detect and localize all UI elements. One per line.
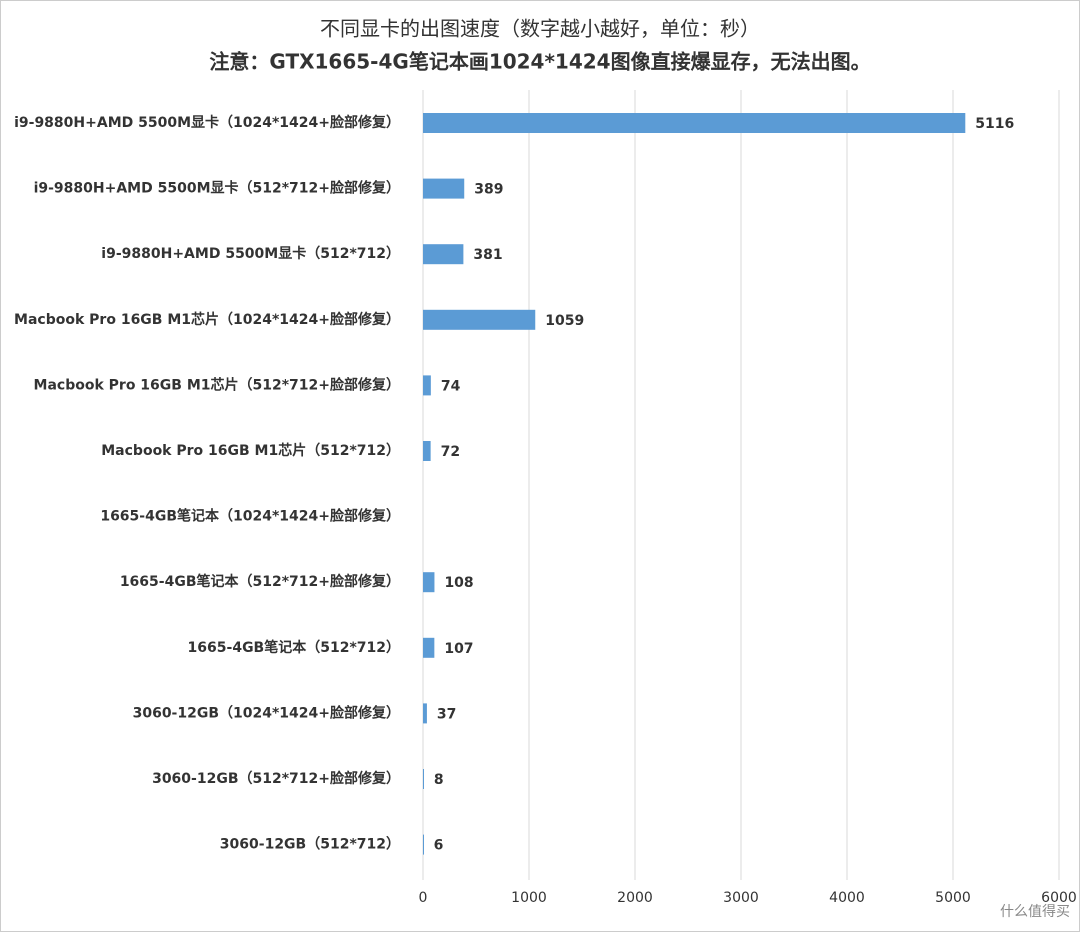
bar [423, 572, 435, 593]
y-tick-label: Macbook Pro 16GB M1芯片（512*712+脸部修复） [34, 376, 400, 393]
data-label: 37 [437, 706, 456, 722]
x-tick-label: 2000 [617, 890, 653, 906]
y-tick-label: Macbook Pro 16GB M1芯片（1024*1424+脸部修复） [14, 311, 400, 328]
data-label: 8 [434, 772, 444, 788]
x-tick-label: 0 [419, 890, 428, 906]
bar [423, 309, 536, 330]
chart-subtitle: 注意：GTX1665-4G笔记本画1024*1424图像直接爆显存，无法出图。 [209, 50, 870, 74]
y-tick-label: Macbook Pro 16GB M1芯片（512*712） [101, 442, 400, 459]
bar [423, 244, 464, 265]
y-tick-label: 1665-4GB笔记本（512*712+脸部修复） [120, 573, 400, 590]
y-tick-label: 3060-12GB（512*712+脸部修复） [152, 770, 400, 787]
bar [423, 703, 427, 724]
y-tick-label: i9-9880H+AMD 5500M显卡（1024*1424+脸部修复） [14, 114, 400, 131]
bar [423, 834, 424, 855]
data-label: 389 [474, 182, 503, 198]
bar [423, 769, 424, 789]
data-label: 381 [473, 247, 502, 263]
x-tick-label: 6000 [1041, 890, 1077, 906]
data-label: 72 [441, 444, 460, 460]
data-label: 5116 [975, 116, 1014, 132]
y-tick-label: 1665-4GB笔记本（1024*1424+脸部修复） [100, 508, 400, 525]
chart-title: 不同显卡的出图速度（数字越小越好，单位：秒） [320, 17, 760, 41]
data-label: 108 [444, 575, 473, 591]
bar [423, 113, 966, 133]
data-label: 1059 [545, 313, 584, 329]
data-label: 74 [441, 378, 461, 394]
watermark: 什么值得买 [1000, 903, 1070, 920]
x-tick-label: 4000 [829, 890, 865, 906]
bar [423, 375, 431, 396]
y-tick-label: i9-9880H+AMD 5500M显卡（512*712+脸部修复） [34, 180, 400, 197]
y-tick-label: 1665-4GB笔记本（512*712） [188, 639, 400, 656]
data-label: 107 [444, 641, 473, 657]
bar [423, 441, 431, 461]
x-tick-label: 3000 [723, 890, 759, 906]
bar [423, 637, 435, 658]
y-tick-label: 3060-12GB（512*712） [220, 837, 400, 853]
data-label: 6 [434, 838, 444, 854]
x-tick-label: 1000 [511, 890, 547, 906]
bar [423, 178, 465, 199]
x-tick-label: 5000 [935, 890, 971, 906]
y-tick-label: 3060-12GB（1024*1424+脸部修复） [133, 704, 400, 721]
y-tick-label: i9-9880H+AMD 5500M显卡（512*712） [101, 245, 400, 262]
